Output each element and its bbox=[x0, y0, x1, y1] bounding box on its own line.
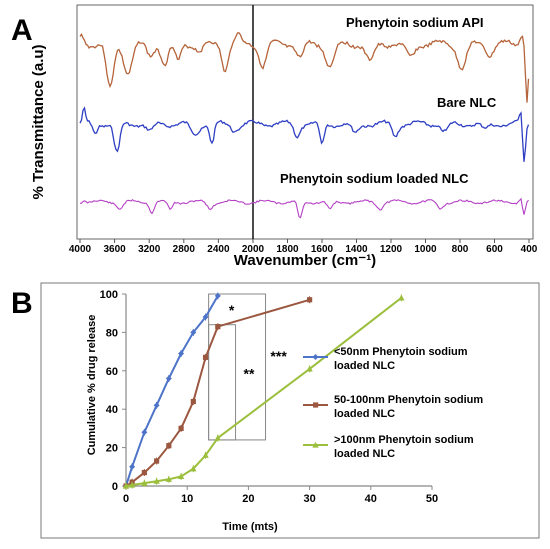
spectrum-label-bare-nlc: Bare NLC bbox=[437, 95, 497, 110]
ftir-x-tick-label: 1400 bbox=[345, 244, 368, 255]
release-x-tick-label: 50 bbox=[426, 493, 438, 505]
release-x-tick-label: 10 bbox=[181, 493, 193, 505]
ftir-x-tick-label: 4000 bbox=[69, 244, 92, 255]
release-series-0-point bbox=[153, 402, 160, 409]
release-y-tick-label: 60 bbox=[106, 366, 118, 378]
spectrum-label-loaded-nlc: Phenytoin sodium loaded NLC bbox=[280, 171, 469, 186]
release-panel: 0 10 20 30 40 50 0 20 40 60 80 100 <50nm Phenytoin … bbox=[40, 282, 540, 539]
release-series-0-point bbox=[202, 314, 209, 321]
release-series-2-point bbox=[306, 365, 313, 372]
ftir-x-tick-label: 1600 bbox=[311, 244, 334, 255]
release-x-tick-label: 20 bbox=[242, 493, 254, 505]
ftir-plot-area bbox=[76, 4, 534, 240]
legend-entry-2: >100nm Phenytoin sodium loaded NLC bbox=[334, 434, 474, 460]
ftir-x-tick-label: 2800 bbox=[173, 244, 196, 255]
significance-annotation-3: *** bbox=[270, 348, 287, 364]
release-y-tick-label: 100 bbox=[100, 289, 118, 301]
ftir-x-tick-label: 3600 bbox=[103, 244, 126, 255]
release-series-1-line bbox=[125, 298, 310, 487]
release-y-tick-label: 20 bbox=[106, 443, 118, 455]
release-series-1-point bbox=[141, 469, 147, 476]
ftir-x-tick-label: 1800 bbox=[276, 244, 299, 255]
legend-entry-0: <50nm Phenytoin sodium loaded NLC bbox=[334, 346, 468, 372]
release-x-axis-label: Time (mts) bbox=[222, 521, 278, 533]
significance-annotation-2: ** bbox=[244, 365, 255, 381]
release-series-2-point bbox=[177, 473, 185, 479]
release-series-2-point bbox=[153, 478, 160, 484]
release-series-0-point bbox=[141, 429, 148, 436]
release-series-1-point bbox=[178, 425, 184, 431]
release-y-tick-label: 0 bbox=[112, 481, 118, 493]
release-y-tick-label: 80 bbox=[106, 327, 118, 339]
release-panel-frame bbox=[40, 282, 540, 539]
release-series-2-point bbox=[398, 294, 405, 301]
release-x-tick-label: 40 bbox=[365, 493, 377, 505]
release-y-tick-label: 40 bbox=[106, 404, 118, 416]
release-series-1-point bbox=[154, 458, 160, 464]
legend-swatch-marker bbox=[312, 354, 319, 360]
release-series-2-point bbox=[141, 479, 148, 486]
ftir-x-tick-label: 1200 bbox=[380, 244, 403, 255]
release-series-2-point bbox=[190, 465, 197, 472]
ftir-x-tick-label: 400 bbox=[521, 244, 538, 255]
release-series bbox=[122, 292, 405, 490]
ftir-x-tick-label: 2000 bbox=[242, 244, 265, 255]
ftir-x-axis-label: Wavenumber (cm⁻¹) bbox=[234, 252, 376, 269]
significance-annotation-1: * bbox=[229, 302, 235, 318]
ftir-x-tick-label: 800 bbox=[452, 244, 469, 255]
release-y-axis-label: Cumulative % drug release bbox=[86, 315, 98, 456]
legend-swatch-marker bbox=[313, 402, 319, 408]
ftir-x-ticks: 4000 3600 3200 2800 2400 2000 1800 1600 1400 1200… bbox=[69, 239, 538, 255]
release-x-tick-label: 30 bbox=[303, 493, 315, 505]
panel-letter-b: B bbox=[11, 287, 33, 320]
spectrum-api-line bbox=[79, 32, 530, 103]
spectrum-loaded-nlc-line bbox=[79, 197, 529, 219]
ftir-x-tick-label: 600 bbox=[486, 244, 503, 255]
spectrum-label-api: Phenytoin sodium API bbox=[346, 15, 483, 30]
release-series-2-point bbox=[165, 476, 173, 482]
ftir-x-tick-label: 1000 bbox=[414, 244, 437, 255]
release-series-2-point bbox=[122, 482, 130, 489]
release-series-2-point bbox=[214, 434, 221, 441]
release-series-1-point bbox=[190, 398, 196, 405]
legend-entry-1: 50-100nm Phenytoin sodium loaded NLC bbox=[334, 394, 483, 420]
release-legend: <50nm Phenytoin sodium loaded NLC 50-100nm… bbox=[303, 346, 483, 460]
panel-letter-a: A bbox=[11, 14, 33, 47]
ftir-x-tick-label: 2400 bbox=[207, 244, 230, 255]
release-series-2-point bbox=[128, 481, 136, 488]
release-series-1-point bbox=[166, 443, 172, 449]
release-axes: 0 10 20 30 40 50 0 20 40 60 80 100 bbox=[100, 289, 438, 505]
legend-swatch-marker bbox=[312, 441, 319, 448]
release-series-1-point bbox=[307, 297, 313, 303]
release-series-0-point bbox=[178, 350, 185, 357]
release-series-0-point bbox=[214, 292, 221, 299]
release-series-1-point bbox=[215, 324, 221, 330]
release-x-tick-label: 0 bbox=[123, 493, 129, 505]
ftir-x-tick-label: 3200 bbox=[138, 244, 161, 255]
ftir-panel: Phenytoin sodium API Bare NLC Phenytoin … bbox=[30, 4, 538, 269]
ftir-y-axis-label: % Transmittance (a.u) bbox=[30, 44, 47, 199]
release-series-2-point bbox=[202, 452, 209, 458]
release-series-0-point bbox=[190, 329, 197, 336]
release-series-1-point bbox=[202, 354, 209, 360]
spectrum-bare-nlc-line bbox=[79, 106, 530, 162]
release-series-0-point bbox=[129, 463, 136, 470]
release-series-0-point bbox=[165, 375, 172, 382]
